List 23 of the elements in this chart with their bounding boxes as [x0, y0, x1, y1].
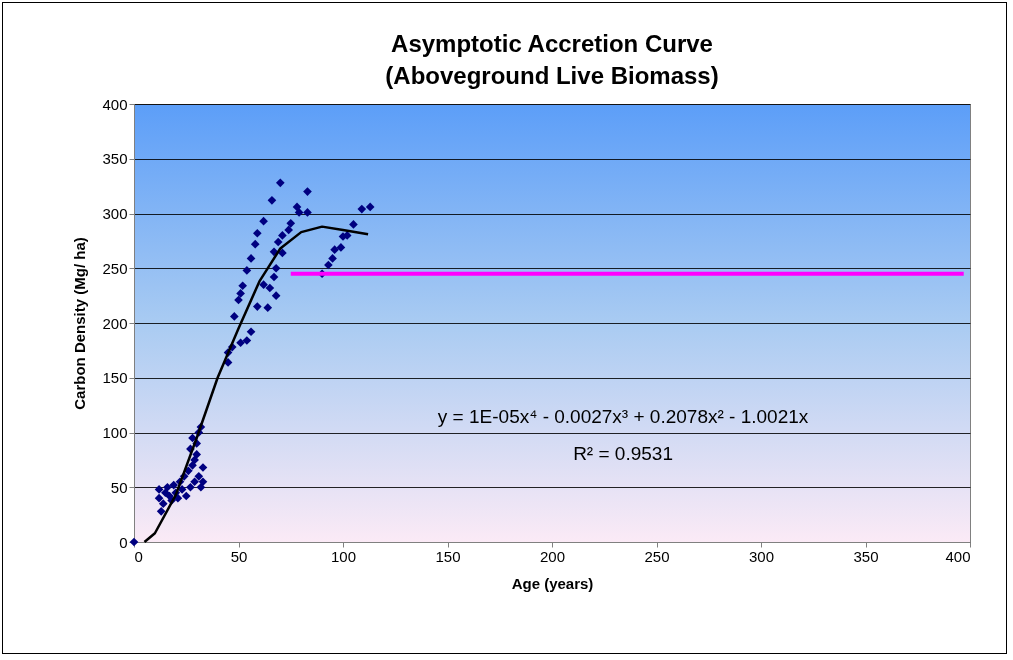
x-tick-label: 250 — [644, 547, 670, 565]
y-tick-label: 150 — [102, 369, 128, 387]
x-tick-label: 150 — [435, 547, 461, 565]
x-axis-title: Age (years) — [511, 574, 594, 592]
y-tick-label: 350 — [102, 150, 128, 168]
y-tick-label: 400 — [102, 95, 128, 113]
annotation: R² = 0.9531 — [573, 443, 673, 465]
x-tick-label: 50 — [230, 547, 248, 565]
y-tick-label: 50 — [110, 478, 128, 496]
x-tick-label: 200 — [539, 547, 566, 565]
y-tick-label: 0 — [119, 533, 128, 551]
y-tick-label: 200 — [102, 314, 128, 332]
y-tick-label: 100 — [102, 424, 128, 441]
x-tick-label: 400 — [945, 547, 971, 565]
x-tick-label: 300 — [748, 547, 775, 565]
y-axis-title: Carbon Density (Mg/ ha) — [71, 237, 89, 410]
y-tick-label: 250 — [102, 259, 128, 277]
x-tick-label: 100 — [330, 547, 357, 565]
annotation: y = 1E-05x⁴ - 0.0027x³ + 0.2078x² - 1.0021x — [437, 406, 809, 428]
y-tick-label: 300 — [102, 205, 128, 222]
x-tick-label: 0 — [134, 547, 143, 565]
x-tick-label: 350 — [853, 547, 879, 565]
chart-title: Asymptotic Accretion Curve (Aboveground Live Biomass) — [385, 30, 719, 89]
